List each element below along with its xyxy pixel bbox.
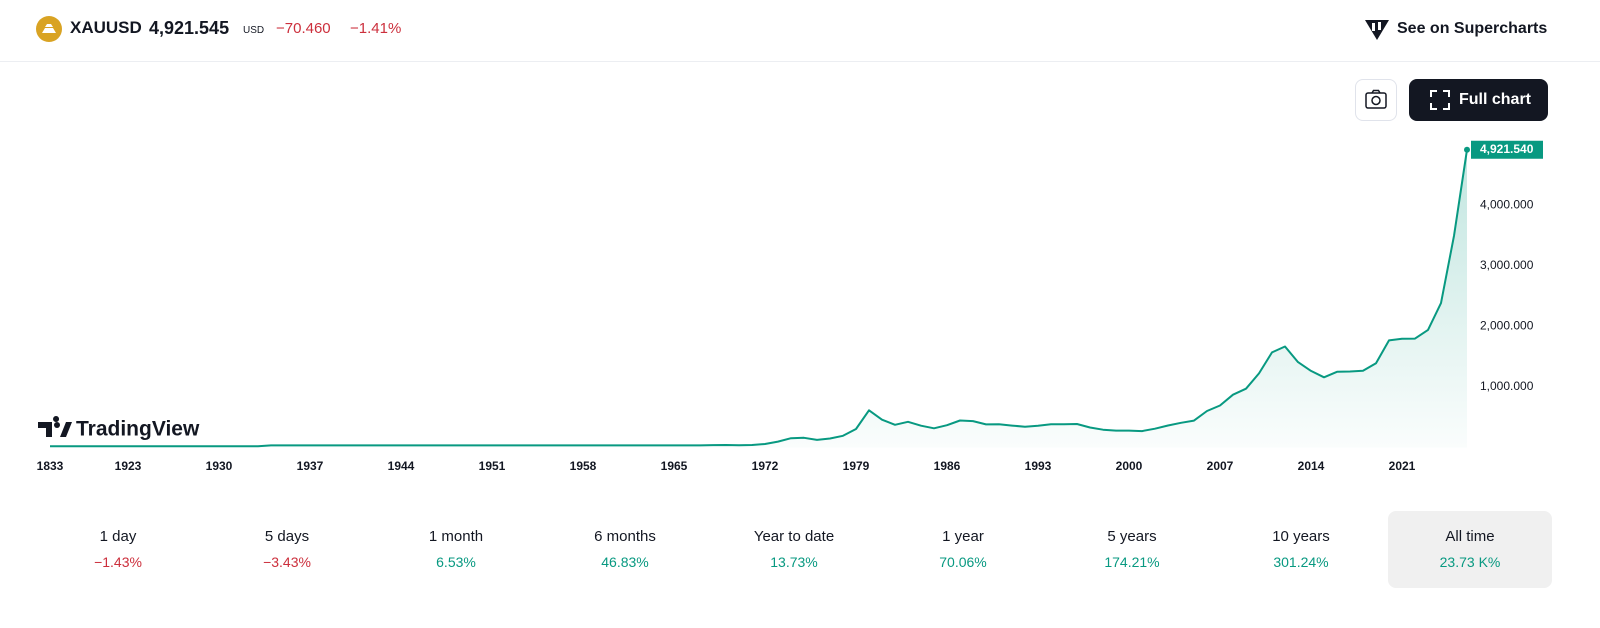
period-label: 1 month <box>428 528 484 545</box>
expand-icon <box>1430 90 1450 110</box>
x-tick-label: 1951 <box>479 459 506 473</box>
x-tick-label: 2014 <box>1298 459 1325 473</box>
x-tick-label: 1937 <box>297 459 324 473</box>
symbol: XAUUSD <box>70 18 142 37</box>
change-percent: −1.41% <box>350 20 402 37</box>
header: XAUUSD 4,921.545 USD −70.460 −1.41% See … <box>0 0 1600 62</box>
gold-icon <box>36 16 62 42</box>
period-label: 1 day <box>99 528 137 545</box>
x-tick-label: 1930 <box>206 459 233 473</box>
x-tick-label: 2021 <box>1389 459 1416 473</box>
period-value: 301.24% <box>1273 554 1329 570</box>
brand: TradingView <box>76 418 200 441</box>
x-tick-label: 1965 <box>661 459 688 473</box>
y-tick-label: 3,000.000 <box>1480 258 1534 272</box>
period-item[interactable]: 1 day −1.43% <box>36 511 200 588</box>
price: 4,921.545 <box>149 18 230 38</box>
x-tick-label: 1979 <box>843 459 870 473</box>
y-tick-label: 1,000.000 <box>1480 379 1534 393</box>
chart: TradingView 1,000.000 2,000.000 3,000.000 4… <box>37 140 1543 473</box>
period-item[interactable]: 5 years 174.21% <box>1050 511 1214 588</box>
last-point <box>1464 146 1470 153</box>
currency: USD <box>243 25 265 36</box>
supercharts-icon[interactable] <box>1363 16 1391 42</box>
x-tick-label: 1993 <box>1025 459 1052 473</box>
full-chart-label: Full chart <box>1459 91 1532 108</box>
snapshot-button[interactable] <box>1355 79 1397 121</box>
period-item[interactable]: 1 year 70.06% <box>881 511 1045 588</box>
period-value: 6.53% <box>436 554 476 570</box>
x-tick-label: 1986 <box>934 459 961 473</box>
period-value: 23.73 K% <box>1439 554 1501 570</box>
period-value: 46.83% <box>601 554 649 570</box>
price-line <box>50 149 1468 448</box>
area-fill <box>50 149 1467 448</box>
period-label: 1 year <box>942 528 984 545</box>
period-item[interactable]: 5 days −3.43% <box>205 511 369 588</box>
last-price-label: 4,921.540 <box>1480 142 1534 156</box>
x-tick-label: 1958 <box>570 459 597 473</box>
last-price-tag <box>1471 140 1543 159</box>
period-label: All time <box>1445 528 1495 545</box>
period-item[interactable]: 6 months 46.83% <box>543 511 707 588</box>
x-tick-label: 1972 <box>752 459 779 473</box>
period-item[interactable]: 10 years 301.24% <box>1219 511 1383 588</box>
period-item[interactable]: 1 month 6.53% <box>374 511 538 588</box>
period-label: 5 days <box>264 528 310 545</box>
period-value: −1.43% <box>94 554 142 570</box>
period-value: −3.43% <box>263 554 311 570</box>
x-tick-label: 1923 <box>115 459 142 473</box>
period-performance: 1 day −1.43% 5 days −3.43% 1 month 6.53% 6 mon… <box>0 511 1600 589</box>
x-tick-label: 1833 <box>37 459 64 473</box>
y-tick-label: 2,000.000 <box>1480 319 1534 333</box>
period-label: Year to date <box>753 528 835 545</box>
x-tick-label: 1944 <box>388 459 415 473</box>
x-tick-label: 2007 <box>1207 459 1234 473</box>
period-label: 5 years <box>1107 528 1157 545</box>
full-chart-button[interactable]: Full chart <box>1409 79 1548 121</box>
period-item[interactable]: All time 23.73 K% <box>1388 511 1552 588</box>
period-value: 13.73% <box>770 554 818 570</box>
period-value: 70.06% <box>939 554 987 570</box>
camera-icon <box>1365 89 1387 109</box>
y-tick-label: 4,000.000 <box>1480 198 1534 212</box>
period-value: 174.21% <box>1104 554 1160 570</box>
period-label: 6 months <box>594 528 656 545</box>
x-tick-label: 2000 <box>1116 459 1143 473</box>
period-item[interactable]: Year to date 13.73% <box>712 511 876 588</box>
period-label: 10 years <box>1272 528 1330 545</box>
supercharts-link[interactable]: See on Supercharts <box>1397 20 1548 37</box>
brand-logo <box>38 416 72 437</box>
change: −70.460 <box>276 20 331 37</box>
